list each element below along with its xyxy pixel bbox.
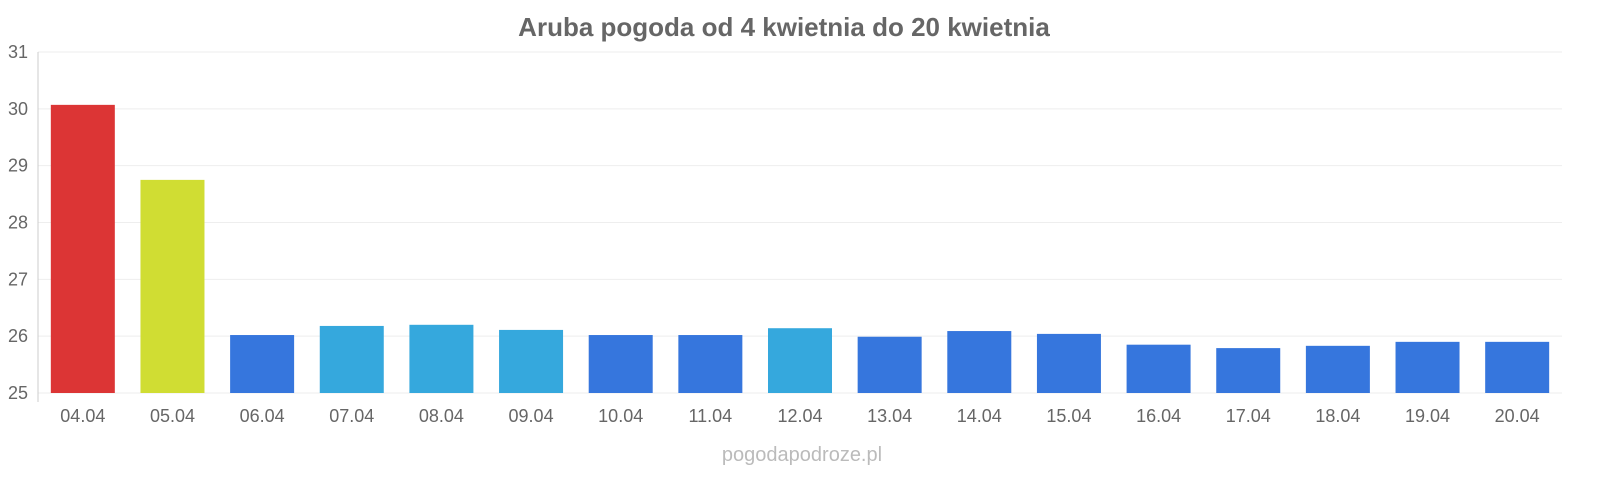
x-axis: 04.04 05.04 06.04 07.04 08.04 09.04 10.04 11.04…	[60, 406, 1539, 426]
bar-11.04[interactable]	[678, 335, 743, 393]
y-tick-label: 26	[8, 326, 28, 346]
x-tick-label: 10.04	[598, 406, 643, 426]
x-tick-label: 20.04	[1495, 406, 1540, 426]
y-tick-label: 25	[8, 383, 28, 403]
x-tick-label: 08.04	[419, 406, 464, 426]
bar-15.04[interactable]	[1036, 333, 1101, 393]
y-tick-label: 30	[8, 99, 28, 119]
x-tick-label: 15.04	[1046, 406, 1091, 426]
x-tick-label: 04.04	[60, 406, 105, 426]
x-tick-label: 11.04	[688, 406, 732, 426]
x-tick-label: 12.04	[777, 406, 822, 426]
bar-16.04[interactable]	[1126, 344, 1191, 393]
bar-05.04[interactable]	[140, 179, 205, 393]
bar-20.04[interactable]	[1485, 341, 1550, 393]
x-tick-label: 16.04	[1136, 406, 1181, 426]
y-axis: 25 26 27 28 29 30 31	[8, 42, 28, 403]
y-tick-label: 27	[8, 269, 28, 289]
x-tick-label: 09.04	[509, 406, 554, 426]
x-tick-label: 18.04	[1315, 406, 1360, 426]
bar-06.04[interactable]	[230, 335, 295, 393]
y-tick-label: 28	[8, 213, 28, 233]
bar-07.04[interactable]	[319, 325, 384, 393]
bar-18.04[interactable]	[1305, 345, 1370, 393]
bar-12.04[interactable]	[768, 328, 832, 393]
y-tick-label: 29	[8, 156, 28, 176]
bar-09.04[interactable]	[499, 329, 564, 393]
x-tick-label: 19.04	[1405, 406, 1450, 426]
x-tick-label: 07.04	[329, 406, 374, 426]
chart-title: Aruba pogoda od 4 kwietnia do 20 kwietni…	[518, 12, 1050, 42]
x-tick-label: 14.04	[957, 406, 1002, 426]
x-tick-label: 06.04	[240, 406, 285, 426]
bar-13.04[interactable]	[857, 336, 922, 393]
bar-19.04[interactable]	[1395, 341, 1460, 393]
bar-04.04[interactable]	[50, 104, 115, 393]
bar-10.04[interactable]	[588, 335, 653, 393]
bar-08.04[interactable]	[409, 324, 474, 393]
x-tick-label: 13.04	[867, 406, 912, 426]
bar-17.04[interactable]	[1216, 348, 1281, 393]
bar-14.04[interactable]	[947, 331, 1012, 393]
bars	[50, 104, 1550, 393]
y-tick-label: 31	[8, 42, 28, 62]
x-tick-label: 05.04	[150, 406, 195, 426]
x-tick-label: 17.04	[1226, 406, 1271, 426]
credit[interactable]: pogodapodroze.pl	[722, 444, 882, 466]
